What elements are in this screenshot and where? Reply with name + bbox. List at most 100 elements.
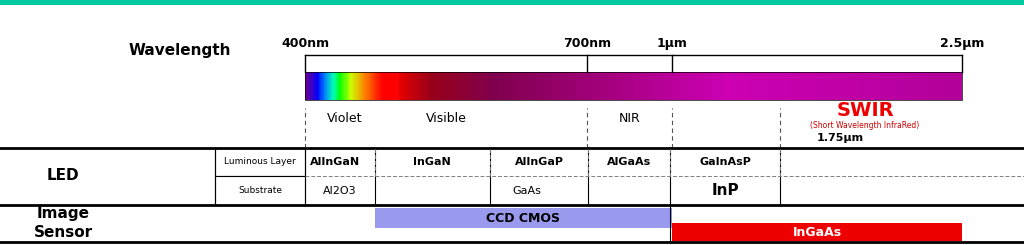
Bar bbox=[490, 72, 492, 100]
Bar bbox=[440, 72, 441, 100]
Bar bbox=[944, 72, 945, 100]
Bar bbox=[687, 72, 688, 100]
Bar bbox=[398, 72, 399, 100]
Bar bbox=[959, 72, 961, 100]
Bar bbox=[364, 72, 365, 100]
Bar bbox=[681, 72, 682, 100]
Bar bbox=[477, 72, 478, 100]
Bar bbox=[778, 72, 779, 100]
Bar bbox=[841, 72, 842, 100]
Bar bbox=[866, 72, 867, 100]
Bar bbox=[771, 72, 772, 100]
Bar bbox=[943, 72, 944, 100]
Bar bbox=[498, 72, 499, 100]
Bar bbox=[524, 72, 525, 100]
Bar bbox=[775, 72, 776, 100]
Bar bbox=[437, 72, 439, 100]
Bar bbox=[920, 72, 921, 100]
Bar bbox=[397, 72, 398, 100]
Bar bbox=[466, 72, 467, 100]
Bar bbox=[923, 72, 924, 100]
Bar bbox=[419, 72, 420, 100]
Bar bbox=[913, 72, 914, 100]
Bar bbox=[348, 72, 349, 100]
Bar bbox=[734, 72, 735, 100]
Bar bbox=[926, 72, 927, 100]
Bar bbox=[669, 72, 671, 100]
Bar bbox=[384, 72, 385, 100]
Text: Luminous Layer: Luminous Layer bbox=[224, 158, 296, 167]
Bar bbox=[950, 72, 951, 100]
Bar bbox=[813, 72, 814, 100]
Bar bbox=[604, 72, 605, 100]
Bar bbox=[851, 72, 852, 100]
Bar bbox=[594, 72, 595, 100]
Bar bbox=[799, 72, 800, 100]
Bar bbox=[673, 72, 674, 100]
Bar bbox=[545, 72, 546, 100]
Bar bbox=[553, 72, 554, 100]
Bar bbox=[493, 72, 494, 100]
Bar bbox=[754, 72, 755, 100]
Bar bbox=[898, 72, 899, 100]
Bar bbox=[307, 72, 308, 100]
Bar bbox=[425, 72, 426, 100]
Bar bbox=[605, 72, 606, 100]
Bar bbox=[697, 72, 698, 100]
Bar bbox=[521, 72, 522, 100]
Bar bbox=[728, 72, 729, 100]
Bar bbox=[529, 72, 531, 100]
Bar bbox=[837, 72, 838, 100]
Bar bbox=[730, 72, 732, 100]
Bar bbox=[511, 72, 512, 100]
Bar bbox=[733, 72, 734, 100]
Bar bbox=[356, 72, 357, 100]
Bar bbox=[843, 72, 844, 100]
Bar bbox=[459, 72, 460, 100]
Bar bbox=[352, 72, 353, 100]
Bar bbox=[473, 72, 474, 100]
Bar bbox=[334, 72, 335, 100]
Bar bbox=[911, 72, 912, 100]
Bar bbox=[325, 72, 326, 100]
Bar bbox=[406, 72, 407, 100]
Bar bbox=[924, 72, 925, 100]
Bar bbox=[349, 72, 350, 100]
Bar bbox=[481, 72, 482, 100]
Bar bbox=[485, 72, 486, 100]
Bar bbox=[523, 72, 524, 100]
Bar bbox=[367, 72, 368, 100]
Bar bbox=[332, 72, 333, 100]
Bar bbox=[810, 72, 811, 100]
Bar bbox=[764, 72, 765, 100]
Bar bbox=[353, 72, 354, 100]
Bar bbox=[860, 72, 861, 100]
Bar bbox=[915, 72, 918, 100]
Text: CCD CMOS: CCD CMOS bbox=[486, 211, 560, 224]
Bar bbox=[505, 72, 506, 100]
Bar bbox=[678, 72, 679, 100]
Bar bbox=[584, 72, 585, 100]
Bar bbox=[402, 72, 403, 100]
Bar bbox=[327, 72, 328, 100]
Bar bbox=[768, 72, 769, 100]
Bar bbox=[859, 72, 860, 100]
Bar bbox=[827, 72, 828, 100]
Bar bbox=[376, 72, 378, 100]
Bar bbox=[613, 72, 614, 100]
Bar bbox=[587, 72, 588, 100]
Bar bbox=[418, 72, 419, 100]
Bar bbox=[675, 72, 676, 100]
Bar bbox=[897, 72, 898, 100]
Bar bbox=[368, 72, 369, 100]
Bar bbox=[395, 72, 396, 100]
Bar bbox=[538, 72, 539, 100]
Bar bbox=[736, 72, 737, 100]
Bar bbox=[854, 72, 856, 100]
Bar bbox=[765, 72, 766, 100]
Bar bbox=[375, 72, 376, 100]
Bar bbox=[323, 72, 324, 100]
Bar bbox=[812, 72, 813, 100]
Bar bbox=[385, 72, 386, 100]
Bar bbox=[338, 72, 339, 100]
